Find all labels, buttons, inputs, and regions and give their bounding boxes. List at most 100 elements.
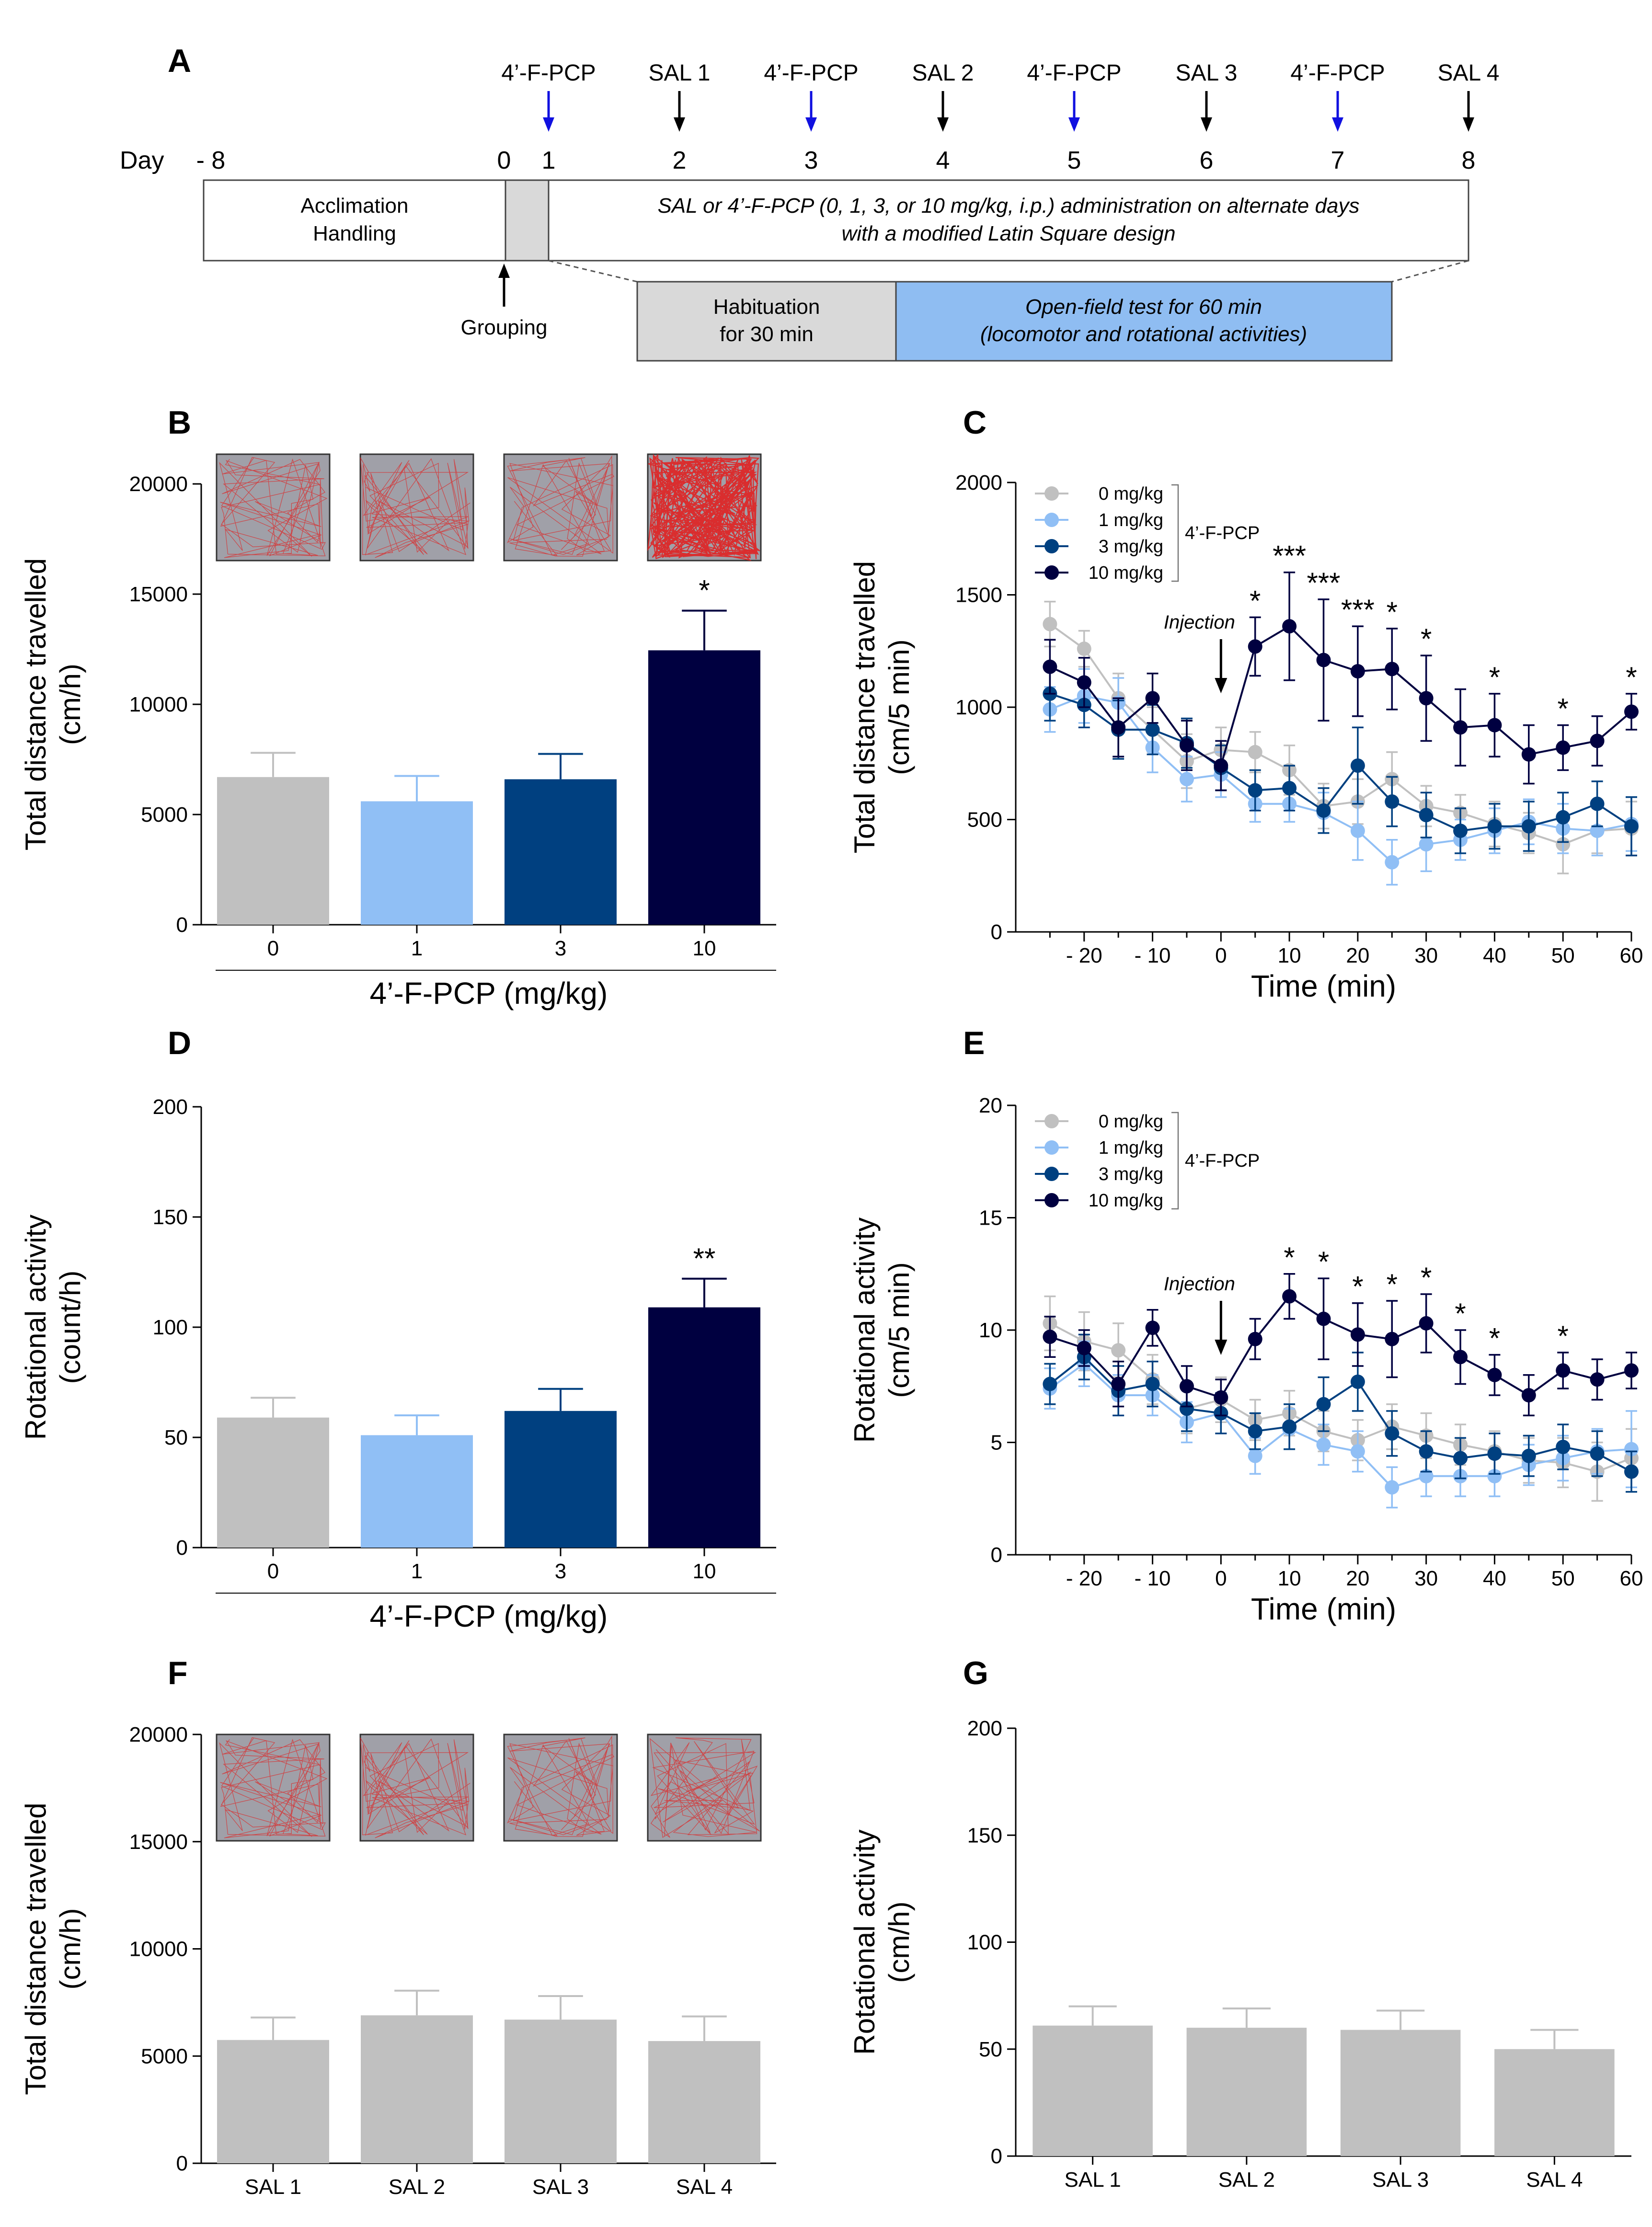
legend-label: 0 mg/kg	[1099, 484, 1163, 504]
x-tick-label: 1	[411, 937, 423, 960]
open-field-track-inset	[359, 453, 474, 562]
open-field-track-inset	[503, 1733, 618, 1842]
x-tick-label: - 10	[1135, 1567, 1171, 1590]
data-point	[1487, 1367, 1502, 1382]
x-tick-label: 60	[1620, 1567, 1643, 1590]
data-point	[1556, 1363, 1571, 1378]
open-field-track-inset	[216, 1733, 331, 1842]
y-tick-label: 200	[967, 1717, 1002, 1740]
x-tick-label: SAL 4	[1526, 2168, 1583, 2192]
data-point	[1487, 1469, 1502, 1483]
x-tick-label: 60	[1620, 944, 1643, 967]
data-point	[1590, 823, 1605, 838]
y-tick-label: 100	[153, 1316, 188, 1339]
y-axis-title-line2: (cm/5 min)	[883, 1262, 915, 1398]
administration-text-1: SAL or 4’-F-PCP (0, 1, 3, or 10 mg/kg, i…	[658, 194, 1360, 218]
significance-marker: ***	[1307, 567, 1340, 599]
panel-b-distance-bar: B 0 5000 10000 15000 20000 Total distance trav…	[20, 404, 776, 1010]
track-path	[649, 1737, 760, 1838]
panel-a-timeline: A 4’-F-PCP SAL 1 4’-F-PCP SAL 2 4’-F-PCP SAL …	[120, 43, 1499, 362]
data-point	[1350, 758, 1365, 773]
y-tick-label: 0	[991, 1543, 1002, 1567]
significance-marker: *	[1250, 585, 1261, 617]
data-point	[1077, 675, 1091, 690]
series-line	[1049, 1322, 1632, 1473]
data-point	[1521, 1388, 1536, 1403]
significance-marker: *	[1626, 661, 1637, 693]
x-tick-label: 40	[1483, 1567, 1506, 1590]
data-point	[1316, 653, 1331, 667]
series-0-mg/kg	[1043, 600, 1639, 874]
data-point	[1590, 1446, 1605, 1461]
y-axis-title: Total distance travelled(cm/h)	[20, 1802, 86, 2095]
y-tick-label: 5	[991, 1431, 1002, 1455]
open-field-label: Open-field test for 60 min	[1025, 295, 1262, 319]
data-point	[1487, 718, 1502, 733]
y-tick-label: 200	[153, 1095, 188, 1119]
significance-marker: *	[1387, 596, 1398, 628]
series-3-mg/kg	[1043, 666, 1639, 857]
y-axis-title-line1: Rotational activity	[20, 1215, 52, 1440]
y-tick-label: 0	[176, 913, 188, 937]
track-path	[647, 454, 760, 561]
x-tick-label: 30	[1414, 1567, 1438, 1590]
y-tick-label: 500	[967, 808, 1002, 832]
legend-label: 1 mg/kg	[1099, 1138, 1163, 1158]
y-tick-label: 1000	[955, 696, 1002, 719]
zoom-line-right	[1391, 260, 1469, 283]
y-tick-label: 0	[991, 920, 1002, 944]
legend-label: 3 mg/kg	[1099, 1164, 1163, 1184]
legend-label: 10 mg/kg	[1089, 1191, 1163, 1211]
open-field-box	[895, 281, 1393, 362]
acclimation-box	[203, 179, 506, 262]
track-arena	[647, 1733, 762, 1842]
data-point	[1521, 747, 1536, 762]
panel-g-saline-rotation: G 0 50 100 150 200 Rotational activity(cm/h) SA…	[849, 1655, 1631, 2192]
x-tick-label: 20	[1346, 944, 1369, 967]
data-point	[1350, 823, 1365, 838]
data-point	[1248, 639, 1262, 654]
significance-marker: *	[1421, 623, 1432, 655]
day-ticks: - 8 0 1 2 3 4 5 6 7 8	[196, 147, 1476, 174]
significance-marker: *	[1284, 1241, 1295, 1274]
data-point	[1043, 1377, 1057, 1391]
day-tick: 8	[1462, 147, 1476, 174]
y-tick-label: 50	[164, 1426, 188, 1449]
day-label: Day	[120, 147, 164, 174]
data-point	[1590, 734, 1605, 748]
x-axis-title: Time (min)	[1251, 1592, 1396, 1626]
x-tick-label: 0	[267, 1560, 279, 1583]
panel-label: B	[168, 404, 191, 441]
injection-annotation: Injection	[1164, 612, 1235, 633]
y-axis-title-line1: Total distance travelled	[849, 561, 881, 853]
series-line	[1049, 1355, 1632, 1473]
treatment-label: 4’-F-PCP	[764, 60, 858, 86]
legend-marker	[1044, 513, 1059, 527]
y-tick-label: 150	[153, 1205, 188, 1229]
track-path	[360, 1737, 470, 1838]
bar	[217, 2040, 329, 2163]
track-path	[507, 1735, 614, 1837]
panel-label-a: A	[168, 43, 191, 79]
significance-marker: *	[699, 574, 710, 607]
habituation-label: Habituation	[713, 295, 820, 319]
data-point	[1248, 783, 1262, 798]
bar	[505, 779, 617, 925]
legend-marker	[1044, 565, 1059, 580]
track-path	[219, 457, 328, 558]
data-point	[1111, 1377, 1126, 1391]
legend-marker	[1044, 486, 1059, 501]
data-point	[1385, 794, 1400, 809]
data-point	[1248, 1448, 1262, 1463]
y-axis-title: Rotational activity(cm/5 min)	[849, 1217, 915, 1443]
data-point	[1282, 1289, 1297, 1304]
bar	[217, 1417, 329, 1548]
y-axis-title-line2: (cm/h)	[54, 1908, 86, 1990]
y-tick-label: 15	[979, 1206, 1002, 1230]
day-tick: 4	[936, 147, 950, 174]
y-tick-label: 20000	[129, 1723, 188, 1746]
habituation-duration: for 30 min	[720, 322, 814, 346]
data-point	[1385, 855, 1400, 870]
